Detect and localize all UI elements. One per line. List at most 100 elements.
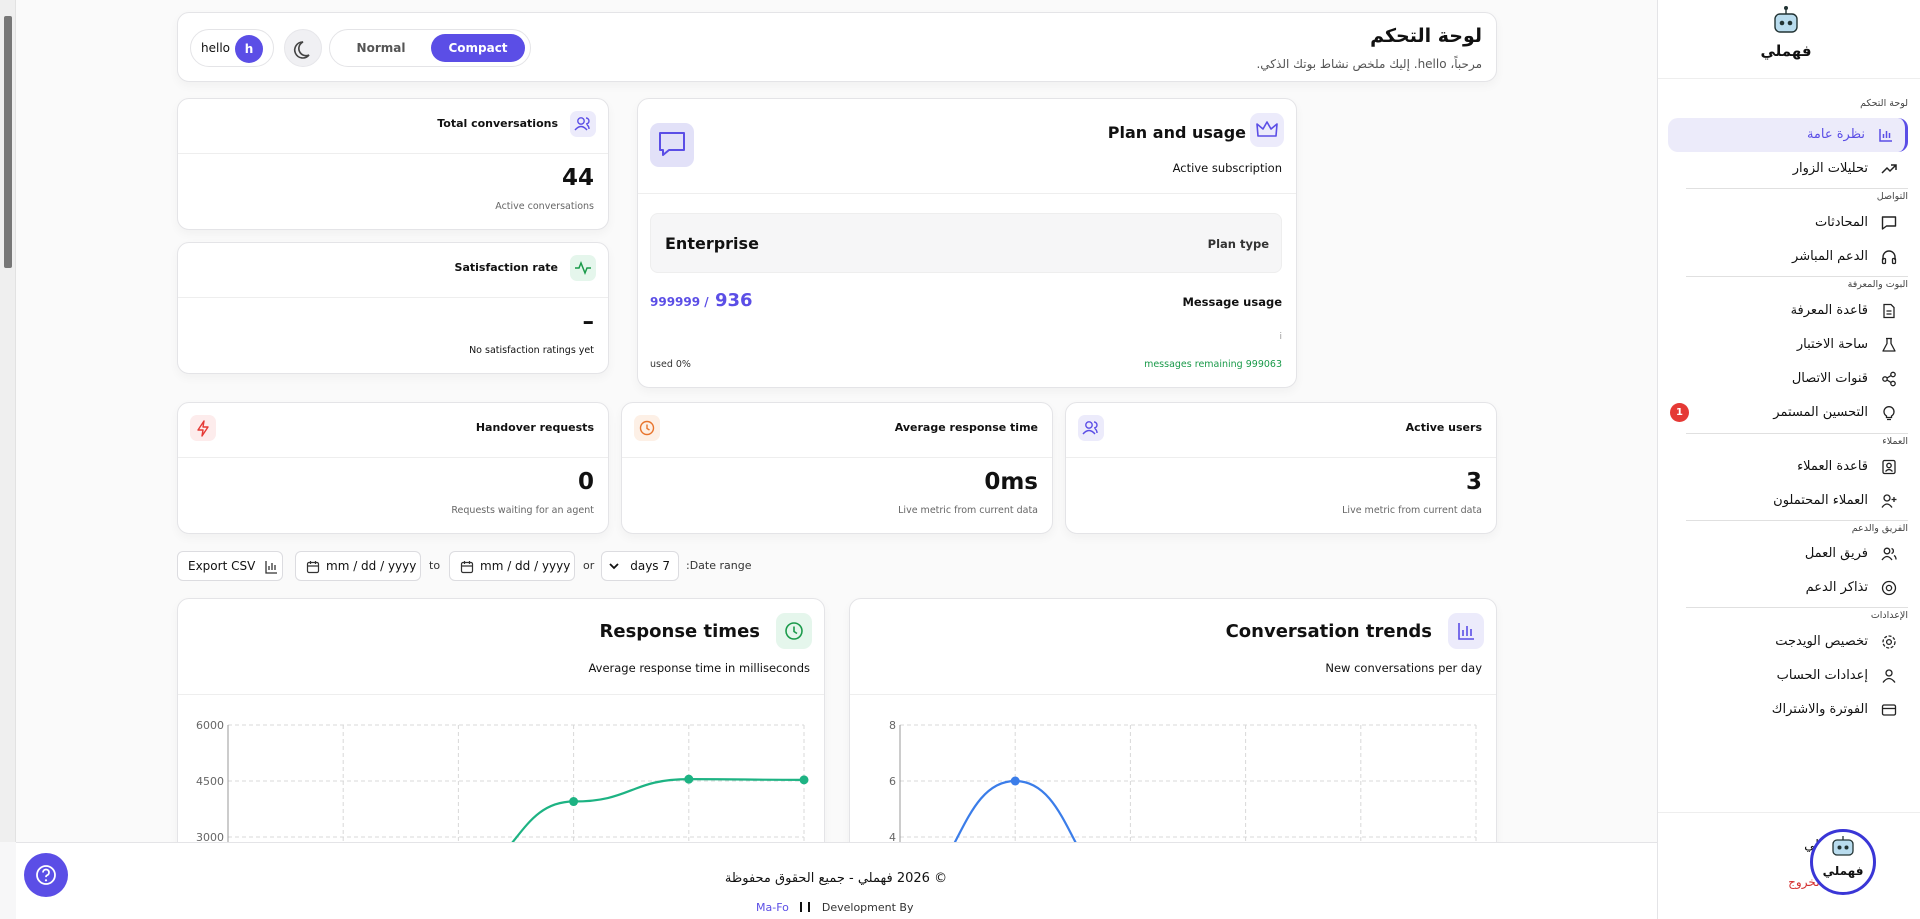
developer-link[interactable]: Ma-Fo [756,901,789,914]
data-point [1010,776,1020,786]
sidebar-item-label: التحسين المستمر [1773,405,1868,420]
density-switch: Normal Compact [329,29,531,67]
sidebar-item-label: إعدادات الحساب [1776,668,1868,683]
y-tick-label: 6 [889,775,896,788]
stat-title: Total conversations [437,117,558,130]
sidebar-item-account[interactable]: إعدادات الحساب [1668,659,1908,693]
sidebar-item-leads[interactable]: العملاء المحتملون [1668,484,1908,518]
page-scrollbar[interactable] [0,0,16,842]
sidebar-item-live-support[interactable]: الدعم المباشر [1668,240,1908,274]
sidebar-item-conversations[interactable]: المحادثات [1668,206,1908,240]
date-from-placeholder: mm / dd / yyyy [326,559,417,573]
conversation-trends-card: Conversation trends New conversations pe… [849,598,1497,842]
sidebar-item-improvement[interactable]: التحسين المستمر 1 [1668,396,1908,430]
sidebar-item-widget[interactable]: تخصيص الويدجت [1668,625,1908,659]
developer-label: Development By [821,901,914,914]
response-times-chart: 6000 4500 3000 [196,719,809,842]
flask-icon [1882,337,1896,352]
help-button[interactable] [24,853,68,897]
plan-type-value: Enterprise [665,234,759,253]
or-label: or [583,559,595,572]
divider [622,457,1052,458]
used-percent: used 0% [650,359,691,370]
headphones-icon [1881,250,1897,265]
user-name: hello [201,41,230,55]
avatar: h [235,35,263,63]
stat-note: Live metric from current data [898,505,1038,516]
stat-title: Active users [1405,421,1482,434]
section-dashboard: لوحة التحكم [1860,98,1908,109]
sidebar-item-label: الدعم المباشر [1792,249,1868,264]
density-compact-option[interactable]: Compact [431,34,525,62]
stat-value: 0 [577,469,594,495]
date-to-input[interactable]: mm / dd / yyyy [449,551,575,581]
sidebar-item-knowledge-base[interactable]: قاعدة المعرفة [1668,294,1908,328]
messages-remaining: messages remaining 999063 [1144,359,1282,370]
sidebar-item-tickets[interactable]: تذاكر الدعم [1668,571,1908,605]
crown-icon [1250,113,1284,147]
series-line [511,778,805,842]
sidebar-item-billing[interactable]: الفوترة والاشتراك [1668,693,1908,727]
clock-icon [776,613,812,649]
stat-value: 0ms [984,469,1038,495]
users-icon [570,111,596,137]
footer: © 2026 فهملي - جميع الحقوق محفوظة Ma-Fo … [16,842,1657,919]
y-tick-label: 3000 [196,831,224,842]
plan-usage-card: Plan and usage Active subscription Plan … [637,98,1297,388]
document-icon [1883,303,1895,319]
theme-toggle-button[interactable] [284,29,322,67]
sidebar-item-overview[interactable]: نظرة عامة [1668,118,1908,152]
bar-chart-icon [1879,129,1892,142]
sidebar-item-label: نظرة عامة [1806,127,1865,142]
export-csv-button[interactable]: Export CSV [177,551,283,581]
date-range-select[interactable]: days 7 [601,551,679,581]
scrollbar-thumb[interactable] [4,16,12,268]
total-conversations-card: Total conversations 44 Active conversati… [177,98,609,230]
sidebar-item-label: قاعدة المعرفة [1790,303,1868,318]
logo[interactable]: فهملي [1751,4,1821,74]
divider [1686,188,1908,189]
divider [638,193,1296,194]
sidebar-item-label: العملاء المحتملون [1773,493,1868,508]
bar-chart-icon [1448,613,1484,649]
to-label: to [429,559,441,572]
robot-logo-icon [1774,6,1798,33]
sidebar-item-customer-base[interactable]: قاعدة العملاء [1668,450,1908,484]
plan-title: Plan and usage [1107,123,1246,142]
conversation-trends-chart: 8 6 4 [889,719,1477,842]
divider [1658,812,1920,813]
user-icon [1882,669,1896,683]
density-normal-option[interactable]: Normal [356,41,406,55]
chart-subtitle: New conversations per day [1325,661,1482,675]
stat-note: Live metric from current data [1342,505,1482,516]
chevron-down-icon [609,563,619,570]
divider [178,153,608,154]
divider [1686,433,1908,434]
y-tick-label: 4 [889,831,896,842]
response-times-card: Response times Average response time in … [177,598,825,842]
sidebar-item-team[interactable]: فريق العمل [1668,537,1908,571]
notification-badge: 1 [1670,403,1689,422]
lifebuoy-icon [1881,580,1897,596]
logo-text: فهملي [1760,42,1812,60]
moon-icon [294,41,310,59]
active-users-card: Active users 3 Live metric from current … [1065,402,1497,534]
dashboard-header: لوحة التحكم مرحباً، hello. إليك ملخص نشا… [177,12,1497,82]
usage-used: 936 [714,290,753,311]
handover-requests-card: Handover requests 0 Requests waiting for… [177,402,609,534]
sidebar-item-visitor-analytics[interactable]: تحليلات الزوار [1668,152,1908,186]
chat-icon [1881,216,1897,230]
date-from-input[interactable]: mm / dd / yyyy [295,551,421,581]
clock-icon [634,415,660,441]
user-menu[interactable]: hello h [190,29,274,67]
sidebar-item-playground[interactable]: ساحة الاختبار [1668,328,1908,362]
stat-value: – [582,309,595,335]
chat-widget-launcher[interactable]: فهملي [1810,829,1876,895]
divider [1686,276,1908,277]
share-icon [1882,371,1896,387]
lightning-icon [190,415,216,441]
sidebar-item-channels[interactable]: قنوات الاتصال [1668,362,1908,396]
page-subtitle: مرحباً، hello. إليك ملخص نشاط بوتك الذكي… [1256,57,1482,71]
divider [1066,457,1496,458]
sidebar-item-label: المحادثات [1814,215,1868,230]
